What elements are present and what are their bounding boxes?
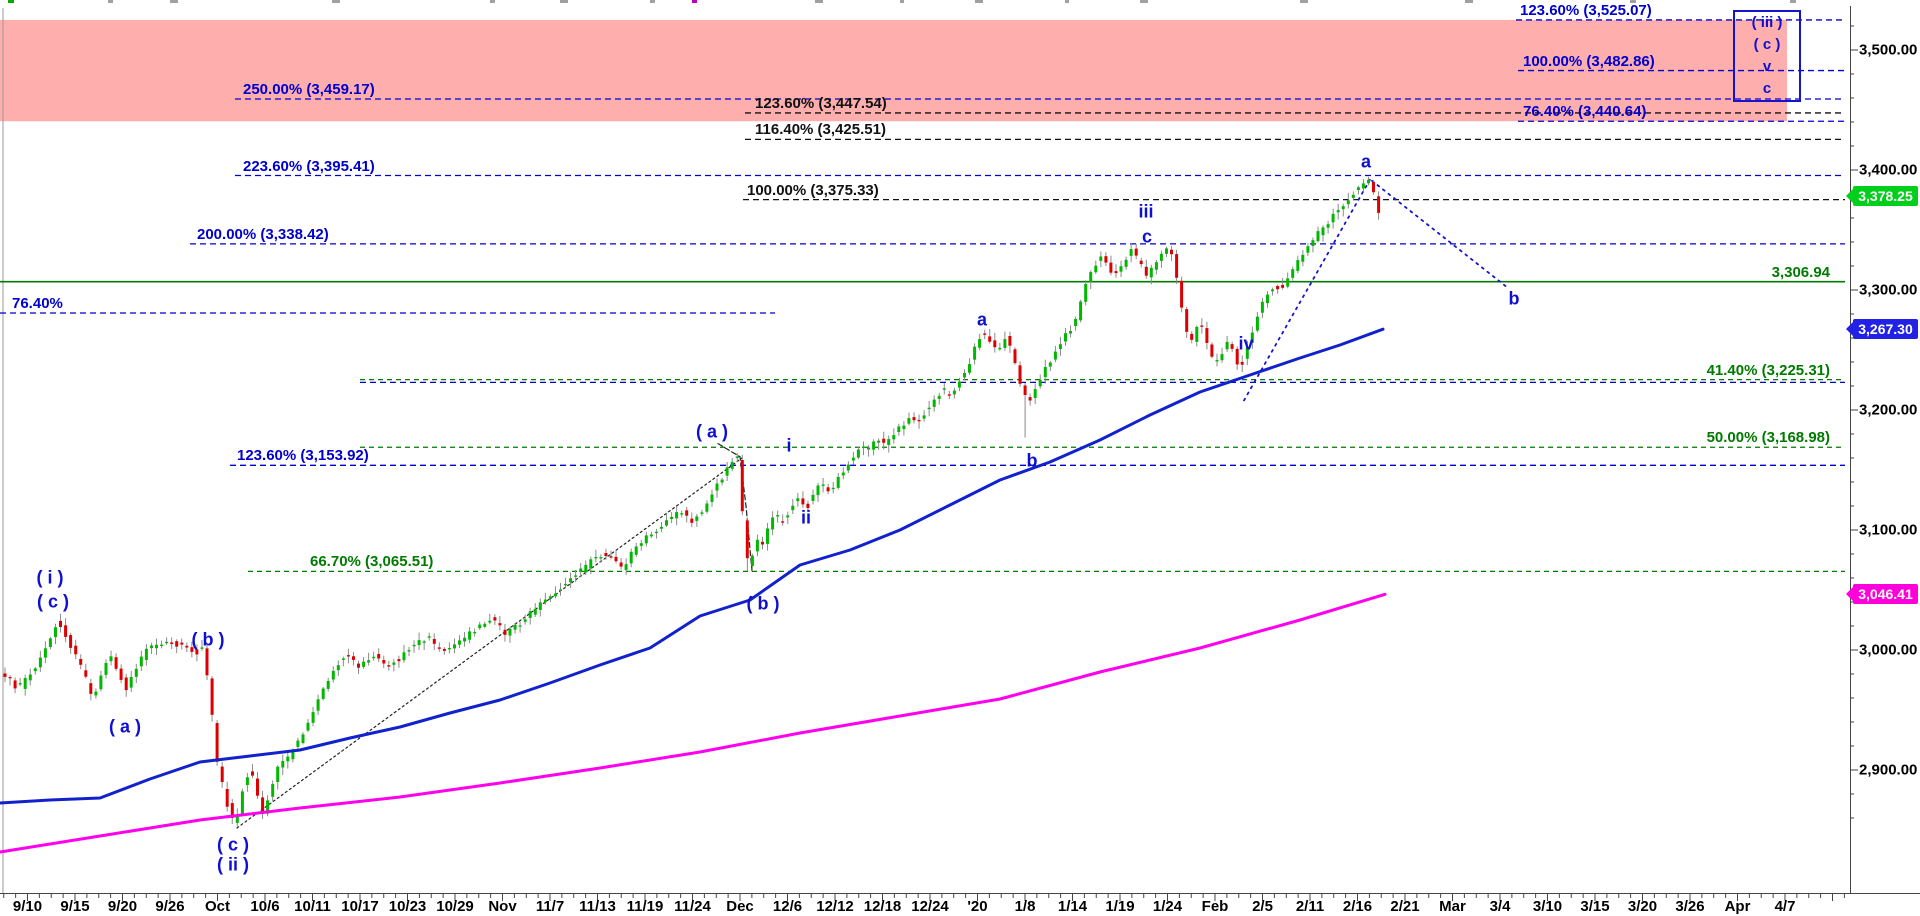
trend-line[interactable]: [1243, 178, 1371, 402]
scenario-box-label: c: [1762, 80, 1772, 97]
cropped-content-mark: [1140, 0, 1148, 3]
cropped-content-mark: [900, 0, 904, 3]
cropped-content-mark: [1300, 0, 1308, 3]
cropped-content-mark: [1630, 0, 1636, 3]
cropped-content-mark: [650, 0, 655, 3]
wave-scenario-box[interactable]: ( iii ) ( c ) v c: [1733, 10, 1801, 102]
candles-layer: [3, 176, 1381, 827]
fib-resistance-zone[interactable]: [0, 19, 1787, 122]
cropped-content-mark: [1465, 0, 1473, 3]
cropped-content-mark: [332, 0, 340, 3]
cropped-content-mark: [490, 0, 495, 3]
scenario-box-label: ( c ): [1753, 36, 1781, 53]
time-axis[interactable]: [0, 893, 1850, 916]
trend-line[interactable]: [236, 457, 743, 829]
cropped-content-mark: [170, 0, 178, 3]
price-axis[interactable]: [1850, 6, 1920, 893]
cropped-content-mark: [1065, 0, 1069, 3]
cropped-content-mark: [975, 0, 983, 3]
cropped-content-mark: [1790, 0, 1796, 3]
magenta-ma-line[interactable]: [0, 592, 1387, 854]
cropped-content-mark: [692, 0, 697, 3]
cropped-content-mark: [560, 0, 568, 3]
trend-line[interactable]: [1371, 179, 1507, 288]
scenario-box-label: ( iii ): [1751, 14, 1783, 31]
scenario-box-label: v: [1762, 58, 1772, 75]
cropped-content-mark: [108, 0, 113, 3]
blue-ma-line[interactable]: [0, 327, 1385, 805]
cropped-content-mark: [8, 0, 14, 3]
cropped-content-mark: [815, 0, 823, 3]
